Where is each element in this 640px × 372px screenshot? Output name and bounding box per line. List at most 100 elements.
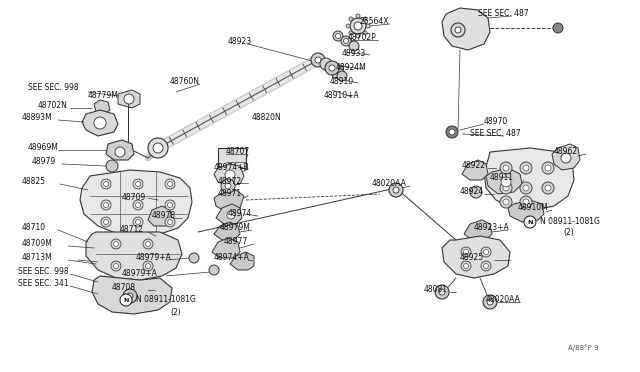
Text: 48923+A: 48923+A <box>474 224 509 232</box>
Text: N: N <box>124 298 129 302</box>
Circle shape <box>501 177 511 187</box>
Circle shape <box>123 289 137 303</box>
Text: 48710: 48710 <box>22 224 46 232</box>
Text: 48972: 48972 <box>218 176 242 186</box>
Text: N 08911-1081G: N 08911-1081G <box>136 295 196 305</box>
Text: N: N <box>527 219 532 224</box>
Circle shape <box>346 24 350 28</box>
Polygon shape <box>442 8 490 50</box>
Text: 48979M: 48979M <box>220 224 251 232</box>
Text: 48702P: 48702P <box>348 33 377 42</box>
Polygon shape <box>148 206 172 226</box>
Polygon shape <box>214 190 244 212</box>
Circle shape <box>120 294 132 306</box>
Circle shape <box>311 53 325 67</box>
Circle shape <box>449 129 455 135</box>
Text: 48712: 48712 <box>120 225 144 234</box>
Circle shape <box>127 293 133 299</box>
Circle shape <box>503 165 509 171</box>
Circle shape <box>225 183 231 189</box>
Text: 48979+A: 48979+A <box>122 269 158 279</box>
Circle shape <box>335 33 340 38</box>
Text: 48708: 48708 <box>112 283 136 292</box>
Circle shape <box>483 263 488 269</box>
Circle shape <box>349 41 359 51</box>
Circle shape <box>333 31 343 41</box>
Circle shape <box>143 239 153 249</box>
Text: 48971: 48971 <box>218 189 242 199</box>
Circle shape <box>329 65 335 71</box>
Circle shape <box>500 196 512 208</box>
Polygon shape <box>230 252 254 270</box>
Text: 48779M: 48779M <box>88 92 119 100</box>
Circle shape <box>523 165 529 171</box>
Circle shape <box>168 219 173 224</box>
Text: SEE SEC. 998: SEE SEC. 998 <box>28 83 79 93</box>
Circle shape <box>545 165 551 171</box>
Circle shape <box>461 261 471 271</box>
Polygon shape <box>214 222 240 240</box>
Circle shape <box>542 162 554 174</box>
Circle shape <box>470 186 482 198</box>
Text: 48020AA: 48020AA <box>486 295 521 305</box>
Text: 48820N: 48820N <box>252 113 282 122</box>
Text: (2): (2) <box>563 228 573 237</box>
Circle shape <box>349 31 353 35</box>
Circle shape <box>115 147 125 157</box>
Text: SEE SEC. 487: SEE SEC. 487 <box>470 129 520 138</box>
Circle shape <box>393 187 399 193</box>
Circle shape <box>500 182 512 194</box>
Circle shape <box>111 261 121 271</box>
Circle shape <box>463 263 468 269</box>
Circle shape <box>145 241 150 247</box>
Circle shape <box>145 263 150 269</box>
Circle shape <box>227 211 235 219</box>
Circle shape <box>503 199 509 205</box>
Text: 48925: 48925 <box>460 253 484 263</box>
Text: 48893M: 48893M <box>22 113 52 122</box>
Text: 48974: 48974 <box>228 209 252 218</box>
Circle shape <box>341 36 351 46</box>
Text: SEE SEC. 998: SEE SEC. 998 <box>18 267 68 276</box>
Circle shape <box>520 182 532 194</box>
Circle shape <box>523 199 529 205</box>
Circle shape <box>124 94 134 104</box>
Text: 48974+A: 48974+A <box>214 253 250 263</box>
Circle shape <box>111 239 121 249</box>
Text: 48020AA: 48020AA <box>372 180 407 189</box>
Circle shape <box>133 217 143 227</box>
Circle shape <box>133 179 143 189</box>
Circle shape <box>363 17 367 21</box>
Circle shape <box>354 22 362 30</box>
Circle shape <box>349 17 353 21</box>
Circle shape <box>366 24 370 28</box>
Circle shape <box>461 247 471 257</box>
Circle shape <box>520 196 532 208</box>
Circle shape <box>221 179 235 193</box>
Text: 48962: 48962 <box>554 148 578 157</box>
Circle shape <box>344 38 349 44</box>
Circle shape <box>104 219 109 224</box>
Text: 48910+A: 48910+A <box>324 90 360 99</box>
Circle shape <box>520 162 532 174</box>
Text: 48713M: 48713M <box>22 253 52 263</box>
Text: 48910M: 48910M <box>518 203 548 212</box>
Polygon shape <box>464 220 492 240</box>
Text: 48977: 48977 <box>224 237 248 247</box>
Text: N 08911-1081G: N 08911-1081G <box>540 218 600 227</box>
Circle shape <box>451 23 465 37</box>
Circle shape <box>487 299 493 305</box>
Circle shape <box>523 185 529 191</box>
Text: 48709: 48709 <box>122 193 147 202</box>
Polygon shape <box>552 144 580 170</box>
Circle shape <box>337 71 347 81</box>
Circle shape <box>225 170 235 180</box>
Circle shape <box>356 14 360 18</box>
Text: (2): (2) <box>170 308 180 317</box>
Polygon shape <box>82 110 118 136</box>
Circle shape <box>545 185 551 191</box>
Circle shape <box>209 265 219 275</box>
Circle shape <box>104 182 109 186</box>
Text: 48970: 48970 <box>484 118 508 126</box>
Polygon shape <box>106 140 134 160</box>
